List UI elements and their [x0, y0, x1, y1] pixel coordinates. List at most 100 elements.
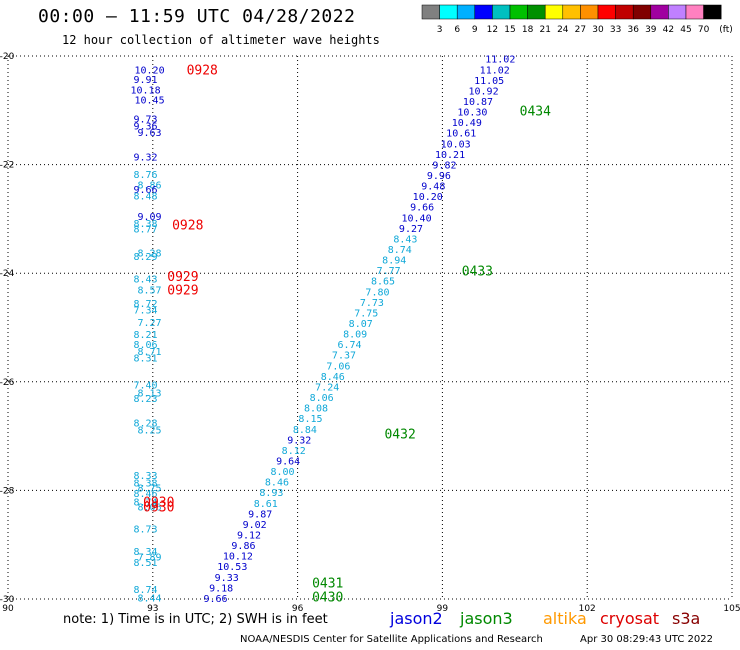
- colorbar-tick-label: 70: [698, 25, 710, 35]
- swh-value: 8.75: [138, 484, 162, 495]
- colorbar-tick-label: 39: [645, 25, 657, 35]
- colorbar-tick-label: 42: [663, 25, 674, 35]
- swh-value: 7.75: [354, 308, 378, 319]
- x-tick-label: 93: [147, 604, 158, 612]
- swh-value: 8.21: [134, 330, 158, 341]
- swh-value: 10.20: [135, 66, 165, 77]
- swh-value: 8.94: [382, 256, 406, 267]
- swh-value: 8.13: [138, 389, 162, 400]
- swh-value: 8.76: [134, 170, 158, 181]
- swh-value: 8.84: [293, 425, 317, 436]
- legend-altika: altika: [543, 609, 587, 628]
- credit-line: NOAA/NESDIS Center for Satellite Applica…: [240, 634, 543, 645]
- x-tick-label: 105: [723, 604, 740, 612]
- swh-value: 8.23: [134, 394, 158, 405]
- generated-timestamp: Apr 30 08:29:43 UTC 2022: [580, 634, 713, 645]
- y-tick-label: -22: [0, 161, 14, 171]
- swh-value: 7.40: [134, 381, 158, 392]
- swh-value: 10.40: [402, 213, 432, 224]
- swh-value: 8.93: [259, 488, 283, 499]
- swh-value: 8.38: [134, 478, 158, 489]
- swh-value: 8.46: [265, 478, 289, 489]
- swh-value: 8.73: [134, 524, 158, 535]
- swh-value: 8.46: [134, 489, 158, 500]
- swh-value: 11.02: [485, 55, 515, 66]
- swh-value: 10.92: [469, 86, 499, 97]
- x-tick-label: 90: [2, 604, 14, 612]
- track-label: 0430: [312, 590, 343, 605]
- legend-s3a: s3a: [672, 609, 701, 628]
- swh-value: 8.48: [134, 192, 158, 203]
- colorbar-tick-label: 27: [575, 25, 586, 35]
- swh-value: 8.61: [254, 499, 278, 510]
- swh-value: 10.21: [435, 150, 465, 161]
- swh-value: 8.74: [388, 245, 412, 256]
- y-tick-label: -26: [0, 378, 15, 388]
- track-label: 0432: [384, 427, 415, 442]
- legend-jason2: jason2: [390, 609, 443, 628]
- x-tick-label: 96: [292, 604, 304, 612]
- colorbar-tick-label: 3: [437, 25, 443, 35]
- colorbar-tick-label: 36: [627, 25, 639, 35]
- swh-value: 8.65: [371, 277, 395, 288]
- swh-value: 9.66: [203, 594, 227, 605]
- swh-value: 8.51: [134, 558, 158, 569]
- colorbar-tick-label: 9: [472, 25, 478, 35]
- swh-value: 10.61: [446, 129, 476, 140]
- swh-value: 9.32: [134, 152, 158, 163]
- swh-value: 8.28: [134, 419, 158, 430]
- swh-value: 6.74: [338, 340, 362, 351]
- swh-value: 7.06: [326, 361, 350, 372]
- swh-value: 10.20: [413, 192, 443, 203]
- y-tick-label: -28: [0, 486, 15, 496]
- track-label: 0930: [143, 501, 174, 516]
- swh-value: 8.74: [134, 585, 158, 596]
- swh-value: 8.43: [134, 275, 158, 286]
- chart-title: 00:00 – 11:59 UTC 04/28/2022: [38, 6, 356, 27]
- swh-value: 11.05: [474, 76, 504, 87]
- swh-value: 9.66: [410, 203, 434, 214]
- track-label: 0433: [462, 264, 493, 279]
- colorbar-tick-label: 12: [487, 25, 498, 35]
- swh-value: 8.38: [134, 219, 158, 230]
- swh-value: 10.53: [217, 562, 247, 573]
- track-label: 0928: [172, 218, 203, 233]
- colorbar-unit: (ft): [719, 25, 733, 35]
- swh-value: 8.08: [304, 404, 328, 415]
- chart-subtitle: 12 hour collection of altimeter wave hei…: [62, 33, 380, 47]
- swh-value: 9.96: [427, 171, 451, 182]
- swh-value: 7.34: [134, 306, 158, 317]
- swh-value: 8.57: [138, 285, 162, 296]
- legend-jason3: jason3: [460, 609, 513, 628]
- swh-value: 8.12: [282, 446, 306, 457]
- colorbar-tick-label: 45: [680, 25, 691, 35]
- colorbar-swatch: [703, 4, 722, 20]
- swh-value: 8.34: [134, 547, 158, 558]
- swh-value: 7.27: [138, 318, 162, 329]
- legend-cryosat: cryosat: [600, 609, 660, 628]
- swh-value: 9.36: [134, 122, 158, 133]
- swh-value: 9.02: [243, 520, 267, 531]
- swh-value: 8.07: [349, 319, 373, 330]
- swh-value: 10.12: [223, 552, 253, 563]
- swh-value: 11.02: [480, 65, 510, 76]
- swh-value: 10.49: [452, 118, 482, 129]
- track-label: 0431: [312, 577, 343, 592]
- swh-value: 8.06: [138, 503, 162, 514]
- swh-value: 8.74: [134, 497, 158, 508]
- colorbar-tick-label: 15: [504, 25, 515, 35]
- swh-value: 9.86: [231, 541, 255, 552]
- swh-value: 8.77: [134, 225, 158, 236]
- x-tick-label: 102: [579, 604, 596, 612]
- swh-value: 8.43: [393, 234, 417, 245]
- colorbar: 3 6 9 12 15 18 21 24 27 30 33 36 39 42 45 70 (ft): [421, 4, 733, 35]
- colorbar-tick-label: 30: [592, 25, 604, 35]
- swh-value: 8.71: [138, 347, 162, 358]
- swh-value: 8.06: [134, 340, 158, 351]
- swh-value: 10.45: [135, 95, 165, 106]
- swh-value: 8.44: [138, 593, 162, 604]
- colorbar-tick-label: 33: [610, 25, 621, 35]
- swh-value: 9.73: [134, 114, 158, 125]
- track-label: 0929: [167, 283, 198, 298]
